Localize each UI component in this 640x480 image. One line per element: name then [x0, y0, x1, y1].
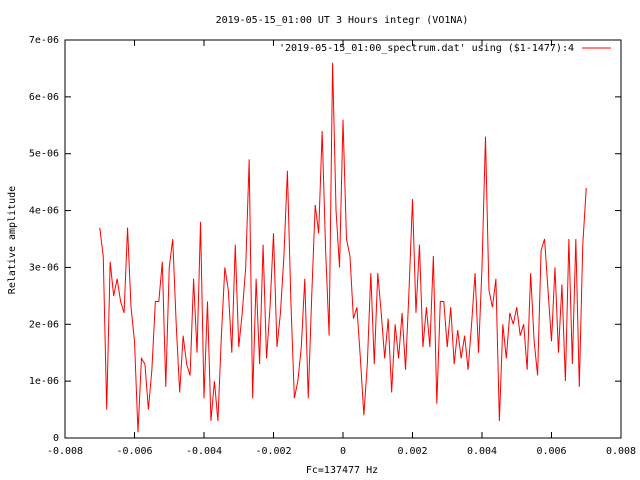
x-tick-label: -0.008	[47, 446, 83, 457]
y-axis-label: Relative amplitude	[7, 186, 18, 294]
x-tick-label: 0.002	[397, 446, 427, 457]
x-tick-label: 0	[340, 446, 346, 457]
x-tick-label: 0.004	[467, 446, 497, 457]
y-tick-label: 4e-06	[29, 206, 59, 217]
x-tick-label: -0.006	[116, 446, 152, 457]
x-axis-label: Fc=137477 Hz	[306, 465, 378, 476]
x-tick-label: -0.002	[255, 446, 291, 457]
y-tick-label: 7e-06	[29, 35, 59, 46]
legend-label: '2019-05-15_01:00_spectrum.dat' using ($…	[279, 43, 574, 54]
y-tick-label: 3e-06	[29, 262, 59, 273]
data-line	[99, 62, 587, 433]
x-tick-label: 0.008	[606, 446, 636, 457]
y-tick-label: 0	[53, 433, 59, 444]
x-tick-label: -0.004	[186, 446, 222, 457]
y-tick-label: 5e-06	[29, 149, 59, 160]
y-tick-label: 2e-06	[29, 319, 59, 330]
x-tick-label: 0.006	[536, 446, 566, 457]
y-tick-label: 6e-06	[29, 92, 59, 103]
y-tick-label: 1e-06	[29, 376, 59, 387]
chart-title: 2019-05-15_01:00 UT 3 Hours integr (VO1N…	[216, 15, 469, 26]
